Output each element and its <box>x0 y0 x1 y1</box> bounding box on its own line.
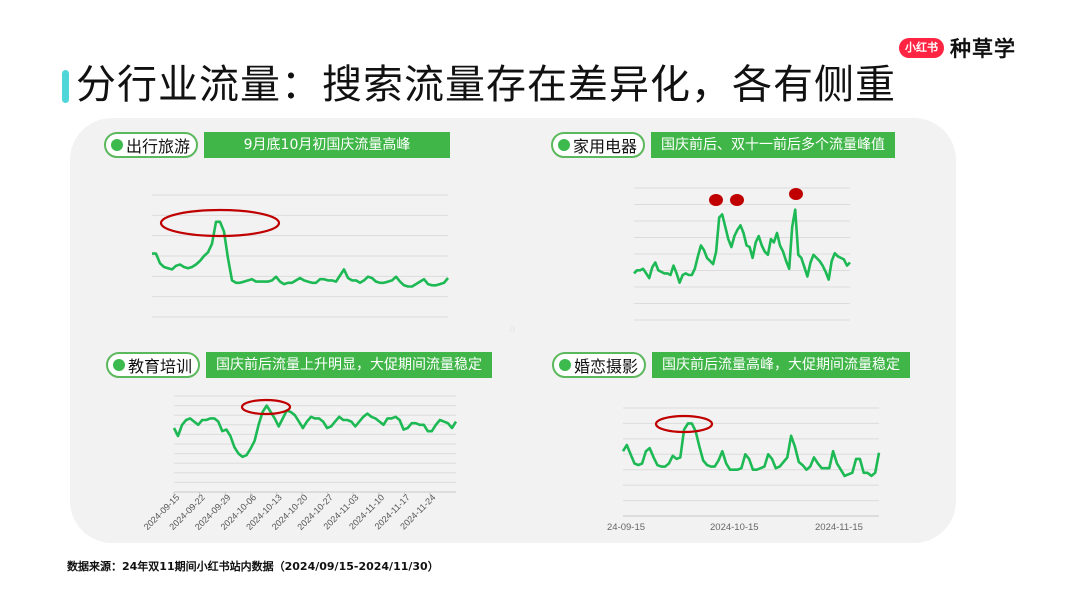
title-accent-bar <box>62 70 69 103</box>
industry-pill: 教育培训 <box>106 352 201 378</box>
stray-text-mark: a <box>509 322 516 335</box>
insight-label: 国庆前后流量高峰，大促期间流量稳定 <box>652 352 911 378</box>
peak-marker-dot <box>730 194 744 206</box>
x-tick-label: 2024-11-15 <box>815 522 863 533</box>
wedding-traffic-chart: 24-09-15 2024-10-15 2024-11-15 <box>607 407 881 533</box>
xiaohongshu-badge: 小红书 <box>899 38 944 58</box>
traffic-line <box>172 404 458 459</box>
peak-highlight-ellipse <box>654 414 714 434</box>
brand-logo: 小红书 种草学 <box>899 33 1016 63</box>
page-title: 分行业流量：搜索流量存在差异化，各有侧重 <box>76 62 896 108</box>
brand-text: 种草学 <box>950 37 1016 61</box>
peak-marker-dot <box>789 188 803 200</box>
industry-label: 教育培训 <box>128 357 193 376</box>
panel-tag-wedding: 婚恋摄影 国庆前后流量高峰，大促期间流量稳定 <box>552 352 911 378</box>
charts-panel <box>70 118 956 543</box>
industry-pill: 家用电器 <box>551 132 646 158</box>
traffic-line <box>633 208 851 284</box>
travel-traffic-chart <box>152 194 449 318</box>
panel-tag-appliances: 家用电器 国庆前后、双十一前后多个流量峰值 <box>551 132 896 158</box>
education-traffic-chart: 2024-09-152024-09-222024-09-292024-10-06… <box>142 395 458 532</box>
peak-highlight-ellipse <box>159 208 281 238</box>
insight-label: 国庆前后、双十一前后多个流量峰值 <box>651 132 896 158</box>
insight-label: 9月底10月初国庆流量高峰 <box>204 132 451 158</box>
data-source-footnote: 数据来源：24年双11期间小红书站内数据（2024/09/15-2024/11/… <box>67 560 439 573</box>
traffic-line <box>621 422 881 478</box>
x-tick-label: 24-09-15 <box>607 522 645 533</box>
insight-label: 国庆前后流量上升明显，大促期间流量稳定 <box>206 352 493 378</box>
x-tick-label: 2024-10-15 <box>710 522 759 533</box>
industry-pill: 出行旅游 <box>104 132 199 158</box>
peak-marker-dot <box>709 194 723 206</box>
dot-icon <box>111 139 123 151</box>
industry-label: 婚恋摄影 <box>574 357 639 376</box>
dot-icon <box>113 359 125 371</box>
dot-icon <box>558 139 570 151</box>
traffic-line <box>152 220 449 288</box>
peak-highlight-ellipse <box>240 398 292 416</box>
panel-tag-travel: 出行旅游 9月底10月初国庆流量高峰 <box>104 132 451 158</box>
panel-tag-education: 教育培训 国庆前后流量上升明显，大促期间流量稳定 <box>106 352 493 378</box>
industry-label: 家用电器 <box>573 137 638 156</box>
dot-icon <box>559 359 571 371</box>
industry-label: 出行旅游 <box>126 137 191 156</box>
industry-pill: 婚恋摄影 <box>552 352 647 378</box>
appliances-traffic-chart <box>633 187 851 321</box>
